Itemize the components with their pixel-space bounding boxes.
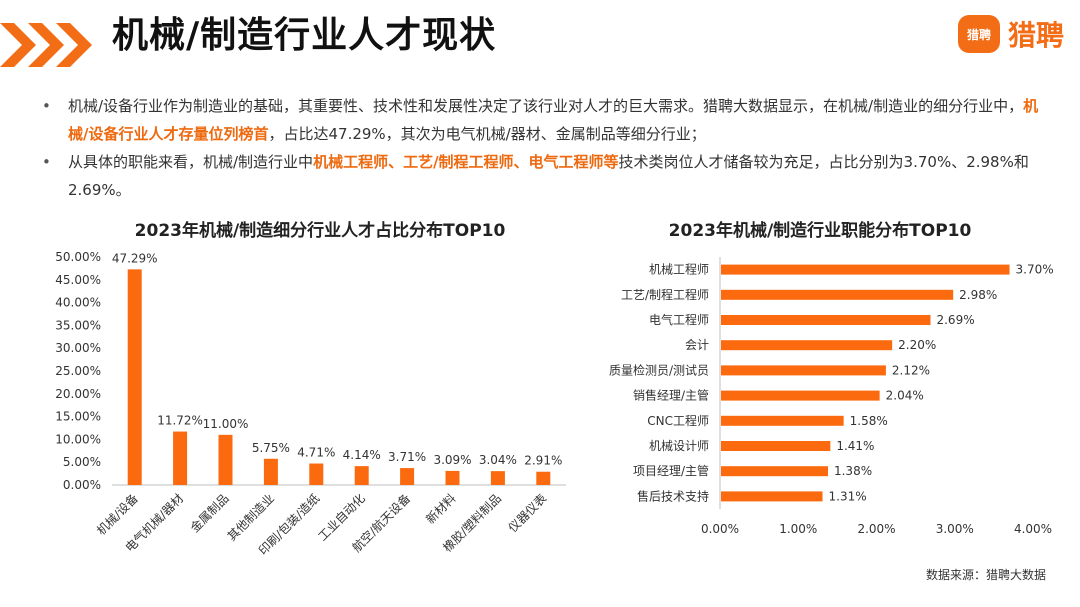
bar-value-label: 2.69% [936,313,974,327]
bar-value-label: 47.29% [112,251,158,265]
bar [445,470,460,485]
y-tick-label: 50.00% [55,250,101,264]
bar-value-label: 2.98% [959,288,997,302]
y-tick-label: 工艺/制程工程师 [621,287,709,302]
y-tick-label: 项目经理/主管 [633,463,709,478]
y-tick-label: 10.00% [55,432,101,446]
bullet-item: • 从具体的职能来看，机械/制造行业中机械工程师、工艺/制程工程师、电气工程师等… [36,148,1056,204]
bullet-highlight: 机械工程师、工艺/制程工程师、电气工程师等 [313,153,619,171]
data-source-note: 数据来源：猎聘大数据 [925,568,1046,582]
x-tick-label: 仪器仪表 [506,491,550,535]
liepin-logo-icon: 猎聘 [957,15,1000,53]
bar-value-label: 3.71% [388,450,426,464]
x-tick-label: 1.00% [779,522,817,536]
bar [490,471,505,485]
y-tick-label: 机械设计师 [649,438,709,453]
x-tick-label: 4.00% [1014,522,1052,536]
bar-value-label: 4.71% [297,446,335,460]
bullet-dot-icon: • [42,153,51,171]
bar [536,471,551,485]
page-title: 机械/制造行业人才现状 [112,15,497,56]
bar [309,463,324,485]
y-tick-label: 质量检测员/测试员 [609,362,709,377]
bar-value-label: 2.20% [898,338,936,352]
bar [173,431,188,485]
bar [721,365,886,376]
bar-value-label: 5.75% [252,441,290,455]
bar-value-label: 2.04% [886,389,924,403]
bullet-text: 机械/设备行业作为制造业的基础，其重要性、技术性和发展性决定了该行业对人才的巨大… [68,97,1024,115]
bar [721,415,844,426]
bar [263,458,278,485]
y-tick-label: 0.00% [63,478,101,492]
y-tick-label: 35.00% [55,318,101,332]
bar [721,466,828,477]
bullet-dot-icon: • [42,97,51,115]
y-tick-label: 电气工程师 [649,312,709,327]
chart-title-function: 2023年机械/制造行业职能分布TOP10 [668,221,972,241]
bar [400,468,415,485]
bar [721,264,1010,275]
bar [721,340,893,351]
bar-value-label: 2.12% [892,363,930,377]
bar [721,289,954,300]
bullet-item: • 机械/设备行业作为制造业的基础，其重要性、技术性和发展性决定了该行业对人才的… [36,92,1056,148]
logo-text: 猎聘 [1007,19,1064,52]
bullet-highlight: 机械/设备行业人才存量位列榜首 [68,97,1039,143]
logo-badge-text: 猎聘 [966,27,991,42]
y-tick-label: 机械工程师 [649,262,709,277]
bar [721,315,931,325]
bullet-text: 从具体的职能来看，机械/制造行业中 [68,153,314,171]
summary-bullets: • 机械/设备行业作为制造业的基础，其重要性、技术性和发展性决定了该行业对人才的… [36,92,1056,204]
bar [218,434,233,485]
bar-value-label: 11.72% [157,414,203,428]
x-tick-label: 机械/设备 [93,491,140,538]
bar [127,269,142,485]
chevron-arrows-icon [0,23,92,67]
y-tick-label: 销售经理/主管 [633,388,709,403]
bar [721,441,831,451]
bar-value-label: 1.31% [829,489,867,503]
bar-value-label: 4.14% [343,448,381,462]
y-tick-label: 售后技术支持 [637,488,709,503]
y-tick-label: 40.00% [55,296,101,310]
x-tick-label: 3.00% [936,522,974,536]
bar-value-label: 11.00% [203,417,249,431]
y-tick-label: 20.00% [55,387,101,401]
y-tick-label: 15.00% [55,410,101,424]
bar-value-label: 2.91% [524,454,562,468]
y-tick-label: 45.00% [55,273,101,287]
y-tick-label: 会计 [685,338,709,352]
bullet-text: 技术类岗位人才储备较为充足，占比分别为3.70%、2.98%和2.69%。 [68,153,1029,199]
bar-value-label: 1.58% [850,414,888,428]
x-tick-label: 金属制品 [187,491,232,536]
y-tick-label: CNC工程师 [647,413,709,428]
bar-value-label: 1.38% [834,464,872,478]
liepin-logo: 猎聘 猎聘 [957,14,1064,54]
bar-value-label: 3.09% [433,453,471,467]
bar [721,390,880,401]
bullet-text: ，占比达47.29%，其次为电气机械/器材、金属制品等细分行业； [268,125,706,143]
y-tick-label: 25.00% [55,364,101,378]
x-tick-label: 新材料 [423,491,459,527]
bar-value-label: 3.04% [479,453,517,467]
chart-title-industry: 2023年机械/制造细分行业人才占比分布TOP10 [134,221,506,241]
x-tick-label: 0.00% [701,522,739,536]
y-tick-label: 5.00% [63,455,101,469]
y-tick-label: 30.00% [55,341,101,355]
x-tick-label: 2.00% [857,522,895,536]
bar [354,466,369,485]
bar-value-label: 3.70% [1016,263,1054,277]
bar-value-label: 1.41% [836,439,874,453]
bar [721,491,823,502]
